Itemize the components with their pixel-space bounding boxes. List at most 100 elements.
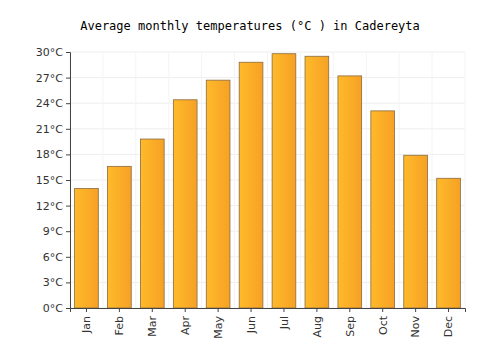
x-tick-label: Jan [80, 316, 93, 334]
y-tick-label: 9°C [43, 225, 63, 238]
grid-line-x [333, 52, 334, 308]
x-tick: Oct [377, 308, 390, 335]
grid-line-x [168, 52, 169, 308]
y-tick-label: 21°C [36, 123, 63, 136]
grid-line-x [465, 52, 466, 308]
bar [338, 76, 362, 308]
grid-line-x [234, 52, 235, 308]
x-tick-label: Nov [409, 316, 422, 338]
x-tick: Aug [311, 308, 324, 337]
x-tick: Sep [344, 308, 357, 337]
y-tick-mark [66, 257, 70, 258]
x-tick: Feb [113, 308, 126, 335]
bars [75, 54, 461, 308]
y-tick: 21°C [36, 123, 70, 136]
bar [404, 155, 428, 308]
x-tick: Apr [179, 308, 192, 335]
y-tick-label: 27°C [36, 72, 63, 85]
x-tick: May [212, 308, 225, 339]
y-tick: 18°C [36, 148, 70, 161]
y-tick-label: 0°C [43, 302, 63, 315]
bar [173, 100, 197, 308]
grid-line-x [102, 52, 103, 308]
grid-line-x [201, 52, 202, 308]
grid-line-x [366, 52, 367, 308]
y-tick-label: 6°C [43, 251, 63, 264]
bar [108, 166, 132, 308]
x-tick-mark [119, 308, 120, 312]
x-axis-line [71, 309, 466, 313]
x-tick: Jan [80, 308, 93, 334]
x-tick-label: Feb [113, 316, 126, 335]
bar [239, 62, 263, 308]
plot: 0°C 3°C 6°C 9°C 12°C 15°C 18°C 21°C 24°C 27°C 30°C… [36, 46, 466, 339]
grid-line-x [267, 52, 268, 308]
bar [206, 80, 230, 308]
y-tick-label: 12°C [36, 200, 63, 213]
bar [140, 139, 164, 308]
x-tick-mark [218, 308, 219, 312]
x-axis: Jan Feb Mar Apr May Jun Jul Aug Sep Oct Nov Dec [71, 308, 466, 339]
x-tick-mark [185, 308, 186, 312]
x-tick-label: Jul [278, 316, 291, 330]
x-tick: Jun [245, 308, 258, 334]
y-tick: 15°C [36, 174, 70, 187]
x-tick-label: Sep [344, 316, 357, 337]
x-tick-mark [448, 308, 449, 312]
chart: 0°C 3°C 6°C 9°C 12°C 15°C 18°C 21°C 24°C 27°C 30°C… [0, 0, 500, 350]
bar [75, 189, 99, 308]
title: Average monthly temperatures (°C ) in Ca… [80, 19, 420, 33]
y-tick-label: 3°C [43, 276, 63, 289]
y-tick: 27°C [36, 72, 70, 85]
y-tick-mark [66, 103, 70, 104]
y-tick: 30°C [36, 46, 70, 59]
y-tick-mark [66, 52, 70, 53]
bar [305, 56, 329, 308]
x-tick-mark [251, 308, 252, 312]
x-tick-label: Dec [442, 316, 455, 337]
x-tick: Jul [278, 308, 291, 330]
y-tick-mark [66, 129, 70, 130]
y-tick-mark [66, 231, 70, 232]
y-tick-mark [66, 78, 70, 79]
x-tick: Nov [409, 308, 422, 337]
grid-line-x [135, 52, 136, 308]
x-tick-mark [283, 308, 284, 312]
x-tick-mark [349, 308, 350, 312]
x-tick: Dec [442, 308, 455, 337]
x-tick-label: Aug [311, 316, 324, 337]
bar [272, 54, 296, 308]
y-tick-label: 18°C [36, 148, 63, 161]
y-tick: 3°C [43, 276, 70, 289]
x-tick-label: Jun [245, 316, 258, 334]
grid-line-x [300, 52, 301, 308]
y-tick: 12°C [36, 200, 70, 213]
x-tick: Mar [146, 308, 159, 337]
y-tick-mark [66, 180, 70, 181]
x-tick-label: Oct [377, 315, 390, 335]
x-tick-mark [152, 308, 153, 312]
y-axis: 0°C 3°C 6°C 9°C 12°C 15°C 18°C 21°C 24°C 27°C 30°C [36, 46, 71, 315]
y-tick: 9°C [43, 225, 70, 238]
grid [70, 52, 465, 308]
y-tick: 24°C [36, 97, 70, 110]
x-tick-mark [86, 308, 87, 312]
x-tick-label: Apr [179, 316, 192, 336]
bar [371, 111, 395, 308]
y-tick-mark [66, 154, 70, 155]
grid-x [70, 52, 465, 308]
y-tick-label: 24°C [36, 97, 63, 110]
y-tick-label: 15°C [36, 174, 63, 187]
grid-line-x [432, 52, 433, 308]
y-tick-mark [66, 206, 70, 207]
y-tick: 6°C [43, 251, 70, 264]
x-tick-label: May [212, 316, 225, 339]
bar [437, 178, 461, 308]
x-tick-label: Mar [146, 316, 159, 337]
y-tick-mark [66, 282, 70, 283]
grid-line-x [399, 52, 400, 308]
y-axis-line [66, 53, 71, 309]
y-tick-mark [66, 308, 70, 309]
y-tick-label: 30°C [36, 46, 63, 59]
x-tick-mark [415, 308, 416, 312]
